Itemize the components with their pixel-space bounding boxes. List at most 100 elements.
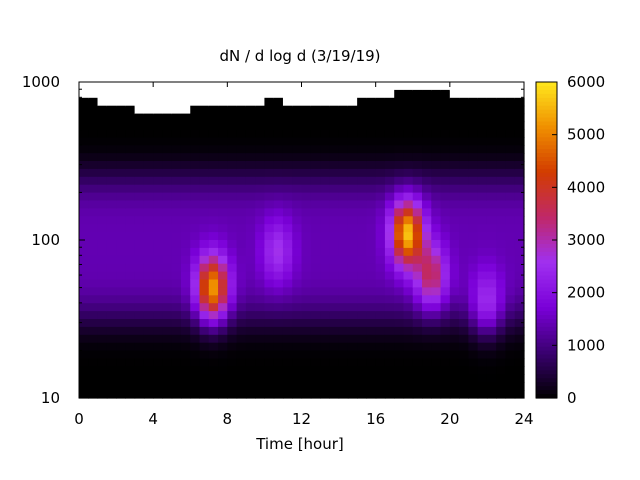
heatmap-cell bbox=[468, 89, 479, 99]
heatmap-cell bbox=[394, 358, 405, 367]
heatmap-cell bbox=[79, 208, 89, 217]
heatmap-cell bbox=[301, 350, 312, 360]
heatmap-cell bbox=[320, 82, 330, 91]
heatmap-cell bbox=[116, 390, 126, 399]
heatmap-cell bbox=[227, 382, 238, 391]
heatmap-cell bbox=[134, 224, 145, 233]
heatmap-cell bbox=[431, 184, 442, 194]
heatmap-cell bbox=[199, 153, 210, 162]
heatmap-cell bbox=[143, 105, 154, 115]
heatmap-cell bbox=[134, 129, 145, 138]
heatmap-cell bbox=[153, 89, 164, 99]
heatmap-cell bbox=[106, 168, 117, 178]
heatmap-cell bbox=[88, 176, 99, 186]
colorbar-swatch bbox=[536, 133, 557, 138]
heatmap-cell bbox=[190, 184, 201, 194]
heatmap-cell bbox=[449, 263, 460, 273]
heatmap-cell bbox=[180, 358, 191, 367]
heatmap-cell bbox=[227, 121, 238, 130]
heatmap-cell bbox=[366, 240, 377, 249]
heatmap-cell bbox=[440, 358, 451, 367]
plot-area bbox=[78, 81, 525, 399]
heatmap-cell bbox=[88, 113, 99, 123]
heatmap-cell bbox=[199, 334, 210, 344]
heatmap-cell bbox=[227, 82, 238, 91]
heatmap-cell bbox=[403, 82, 414, 91]
heatmap-cell bbox=[264, 153, 275, 162]
heatmap-cell bbox=[106, 247, 117, 257]
heatmap-cell bbox=[106, 105, 117, 115]
heatmap-cell bbox=[245, 184, 256, 194]
heatmap-cell bbox=[171, 208, 182, 217]
heatmap-cell bbox=[171, 145, 182, 154]
heatmap-cell bbox=[310, 287, 321, 296]
heatmap-cell bbox=[468, 303, 479, 312]
heatmap-cell bbox=[162, 303, 173, 312]
heatmap-cell bbox=[357, 240, 367, 249]
heatmap-cell bbox=[422, 224, 432, 233]
heatmap-cell bbox=[97, 303, 108, 312]
heatmap-cell bbox=[477, 263, 488, 273]
heatmap-cell bbox=[97, 224, 108, 233]
heatmap-cell bbox=[190, 382, 201, 391]
heatmap-cell bbox=[97, 374, 108, 383]
heatmap-cell bbox=[459, 161, 469, 170]
heatmap-cell bbox=[106, 161, 117, 170]
heatmap-cell bbox=[218, 334, 228, 344]
heatmap-cell bbox=[162, 390, 173, 399]
heatmap-cell bbox=[329, 311, 340, 320]
heatmap-cell bbox=[218, 97, 228, 107]
heatmap-cell bbox=[236, 303, 247, 312]
heatmap-cell bbox=[208, 255, 219, 265]
heatmap-cell bbox=[106, 326, 117, 336]
heatmap-cell bbox=[282, 137, 293, 146]
heatmap-cell bbox=[384, 382, 395, 391]
heatmap-cell bbox=[320, 153, 330, 162]
heatmap-cell bbox=[190, 255, 201, 265]
heatmap-cell bbox=[180, 168, 191, 178]
colorbar-swatch bbox=[536, 374, 557, 379]
heatmap-cell bbox=[422, 334, 432, 344]
heatmap-cell bbox=[412, 145, 423, 154]
heatmap-cell bbox=[301, 129, 312, 138]
heatmap-cell bbox=[245, 366, 256, 375]
heatmap-cell bbox=[496, 97, 507, 107]
heatmap-cell bbox=[320, 129, 330, 138]
heatmap-cell bbox=[180, 129, 191, 138]
heatmap-cell bbox=[245, 311, 256, 320]
colorbar-swatch bbox=[536, 117, 557, 123]
heatmap-cell bbox=[79, 153, 89, 162]
colorbar-swatch bbox=[536, 89, 557, 95]
colorbar-swatch bbox=[536, 362, 557, 367]
heatmap-cell bbox=[153, 319, 164, 328]
heatmap-cell bbox=[310, 105, 321, 115]
heatmap-cell bbox=[320, 382, 330, 391]
heatmap-cell bbox=[199, 390, 210, 399]
heatmap-cell bbox=[449, 82, 460, 91]
heatmap-cell bbox=[514, 145, 525, 154]
heatmap-cell bbox=[329, 342, 340, 352]
heatmap-cell bbox=[347, 97, 358, 107]
colorbar-swatch bbox=[536, 299, 557, 304]
heatmap-cell bbox=[403, 350, 414, 360]
heatmap-cell bbox=[357, 184, 367, 194]
heatmap-cell bbox=[153, 374, 164, 383]
heatmap-cell bbox=[347, 113, 358, 123]
heatmap-cell bbox=[422, 208, 432, 217]
heatmap-cell bbox=[514, 279, 525, 288]
heatmap-cell bbox=[514, 176, 525, 186]
heatmap-cell bbox=[394, 271, 405, 281]
heatmap-cell bbox=[125, 82, 136, 91]
heatmap-cell bbox=[366, 216, 377, 225]
heatmap-cell bbox=[199, 303, 210, 312]
heatmap-cell bbox=[79, 319, 89, 328]
heatmap-cell bbox=[375, 161, 386, 170]
heatmap-cell bbox=[422, 200, 432, 209]
heatmap-cell bbox=[310, 82, 321, 91]
heatmap-cell bbox=[143, 184, 154, 194]
heatmap-cell bbox=[273, 390, 284, 399]
heatmap-cell bbox=[403, 279, 414, 288]
heatmap-cell bbox=[310, 113, 321, 123]
heatmap-cell bbox=[116, 82, 126, 91]
